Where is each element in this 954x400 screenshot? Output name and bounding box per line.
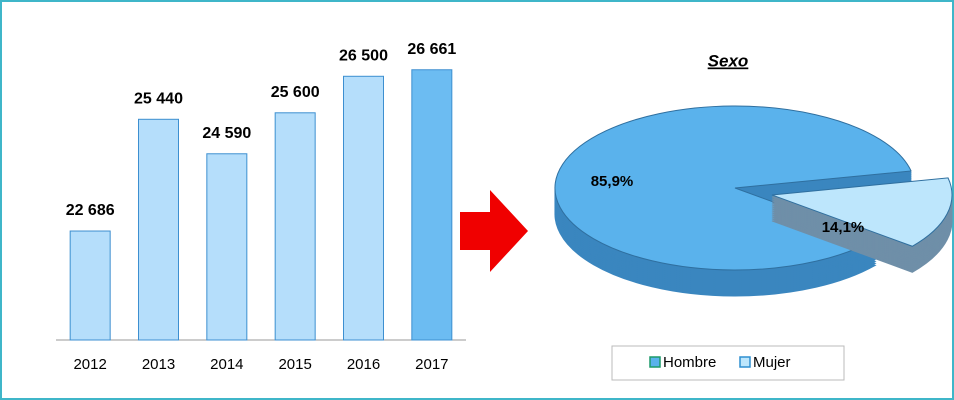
bar xyxy=(206,153,248,341)
value-label: 25 440 xyxy=(134,91,183,108)
x-tick-label: 2014 xyxy=(210,356,243,373)
bar xyxy=(69,230,111,341)
value-label: 22 686 xyxy=(66,202,115,219)
legend-label: Mujer xyxy=(753,354,791,371)
x-tick-label: 2017 xyxy=(415,356,448,373)
value-label: 14,1% xyxy=(822,219,865,236)
legend-swatch xyxy=(739,356,751,368)
legend-label: Hombre xyxy=(663,354,716,371)
x-tick-label: 2013 xyxy=(142,356,175,373)
legend xyxy=(611,345,845,381)
value-label: 85,9% xyxy=(591,173,634,190)
x-tick-label: 2012 xyxy=(73,356,106,373)
value-label: 25 600 xyxy=(271,84,320,101)
arrow xyxy=(460,190,528,272)
pie-title: Sexo xyxy=(708,51,749,70)
value-label: 26 661 xyxy=(407,41,456,58)
x-tick-label: 2015 xyxy=(278,356,311,373)
x-tick-label: 2016 xyxy=(347,356,380,373)
slice xyxy=(771,177,953,247)
bar xyxy=(411,69,453,341)
bar xyxy=(138,118,179,341)
value-label: 24 590 xyxy=(202,125,251,142)
bar xyxy=(274,112,316,341)
bar xyxy=(343,75,384,341)
legend-swatch xyxy=(649,356,661,368)
value-label: 26 500 xyxy=(339,48,388,65)
